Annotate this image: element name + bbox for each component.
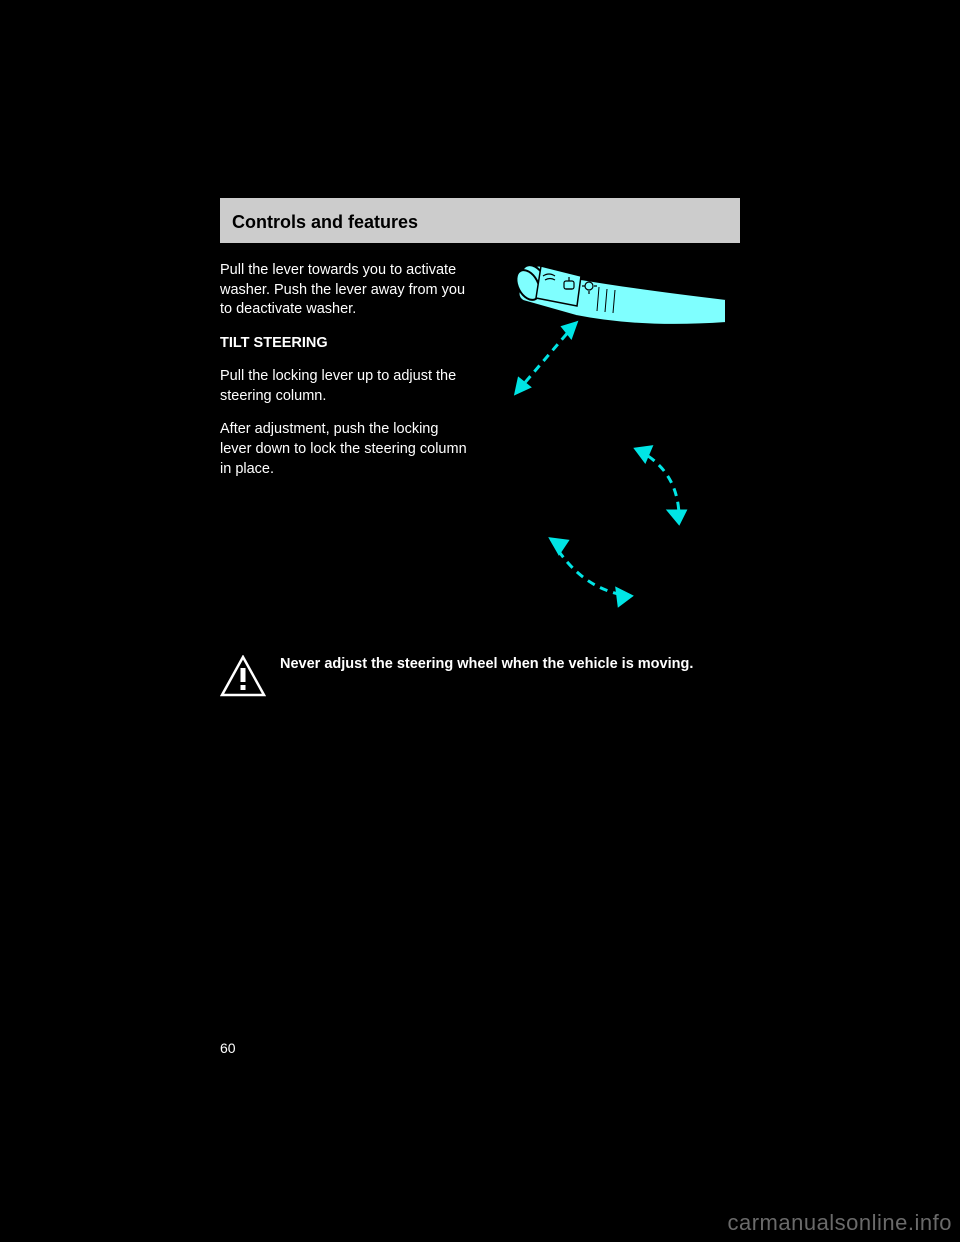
figure-column: [481, 261, 740, 631]
watermark: carmanualsonline.info: [727, 1210, 952, 1236]
tilt-lock-paragraph: After adjustment, push the locking lever…: [220, 420, 469, 479]
warning-icon: [220, 655, 266, 697]
content-row: Pull the lever towards you to activate w…: [220, 261, 740, 631]
tilt-steering-figure: [481, 421, 741, 621]
warning-text: Never adjust the steering wheel when the…: [280, 655, 740, 675]
warning-box: Never adjust the steering wheel when the…: [220, 655, 740, 697]
section-title: Controls and features: [232, 212, 418, 232]
section-header-bar: Controls and features: [220, 198, 740, 243]
tilt-steering-heading: TILT STEERING: [220, 334, 469, 354]
washer-paragraph: Pull the lever towards you to activate w…: [220, 261, 469, 320]
manual-page: Controls and features Pull the lever tow…: [220, 198, 740, 697]
text-column: Pull the lever towards you to activate w…: [220, 261, 469, 631]
washer-stalk-figure: [481, 261, 741, 411]
tilt-up-paragraph: Pull the locking lever up to adjust the …: [220, 367, 469, 406]
page-number: 60: [220, 1040, 236, 1056]
